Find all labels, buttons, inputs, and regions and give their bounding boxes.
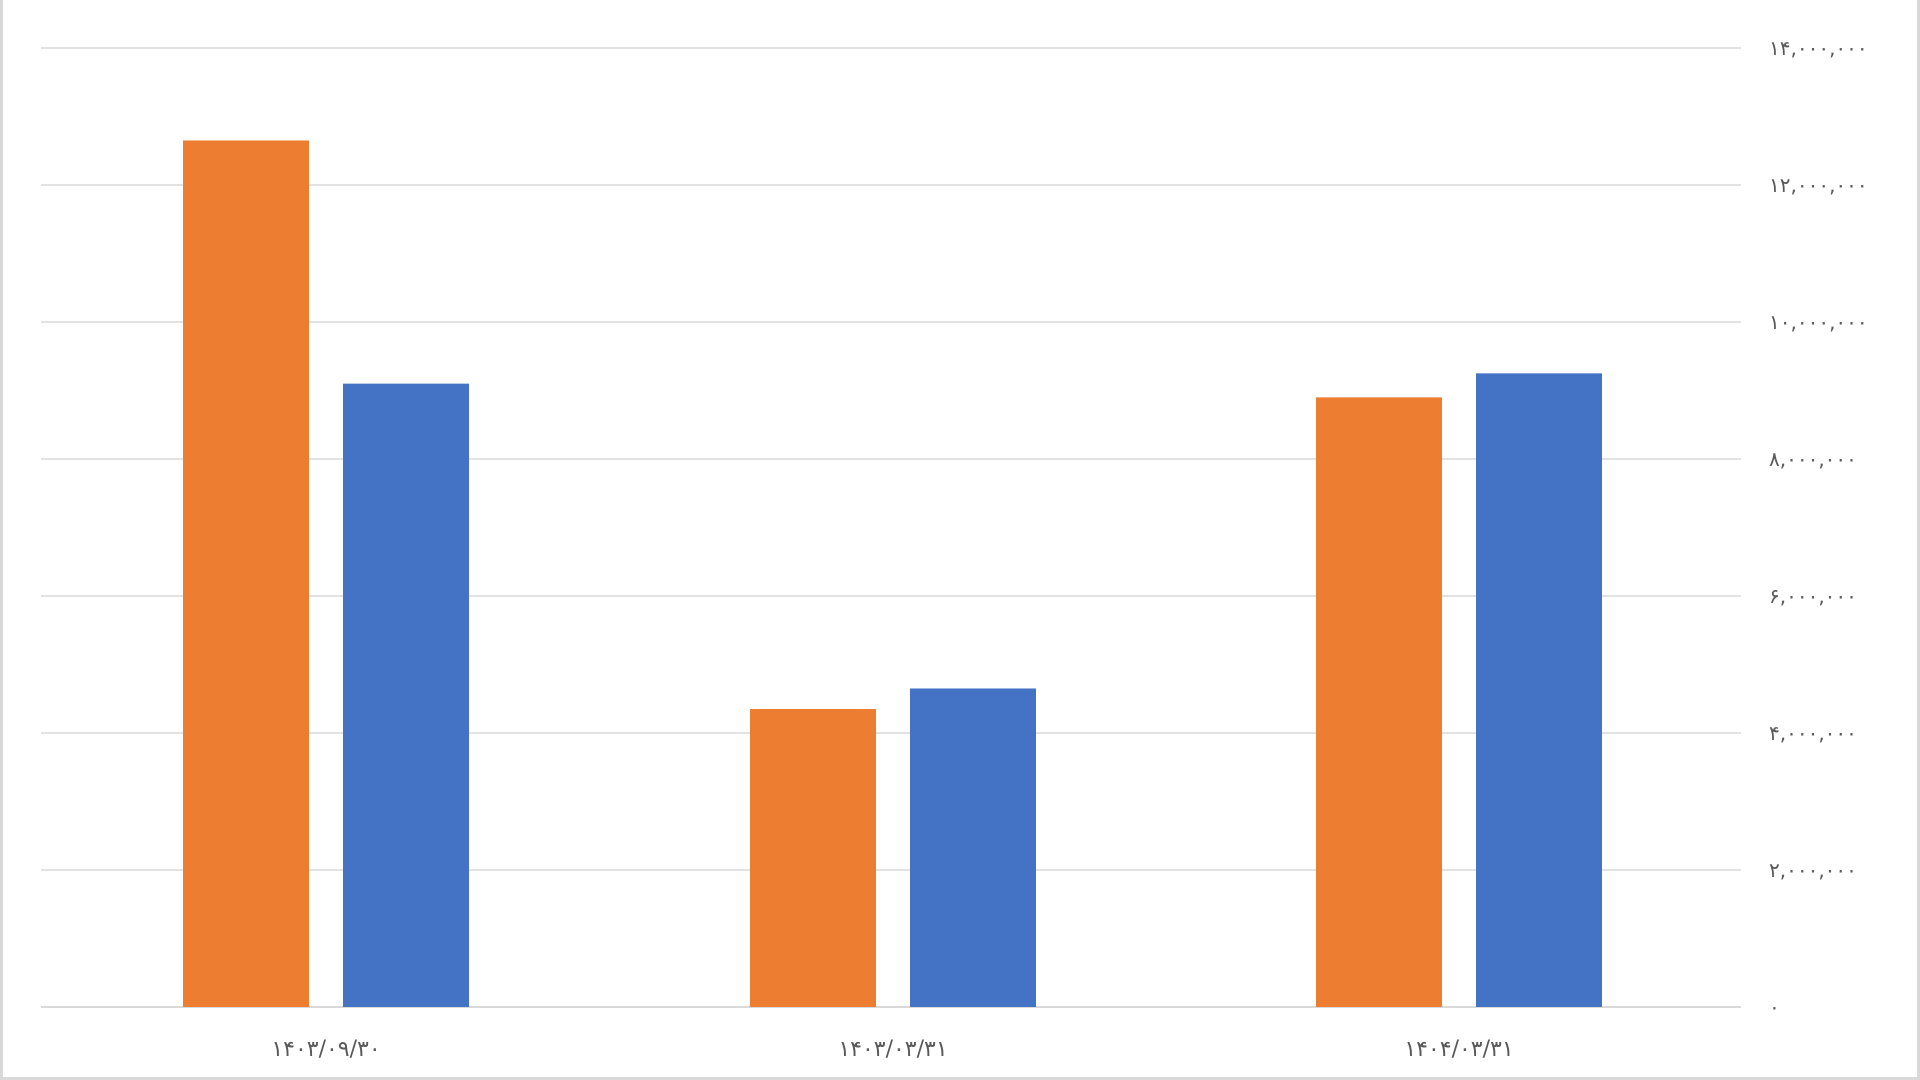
bar-series-2-category-1 <box>343 383 469 1007</box>
y-tick-label: ۰ <box>1769 995 1780 1019</box>
y-tick-label: ۸,۰۰۰,۰۰۰ <box>1769 447 1857 471</box>
bar-series-2-category-2 <box>910 688 1036 1007</box>
y-tick-label: ۱۴,۰۰۰,۰۰۰ <box>1769 36 1868 60</box>
y-tick-label: ۱۰,۰۰۰,۰۰۰ <box>1769 310 1868 334</box>
y-tick-label: ۱۲,۰۰۰,۰۰۰ <box>1769 173 1868 197</box>
x-axis-category-labels: ۱۴۰۳/۰۹/۳۰ ۱۴۰۳/۰۳/۳۱ ۱۴۰۴/۰۳/۳۱ <box>271 1037 1513 1062</box>
bar-series-1-category-3 <box>1316 397 1442 1008</box>
y-tick-label: ۴,۰۰۰,۰۰۰ <box>1769 721 1857 745</box>
bars <box>183 140 1602 1008</box>
x-category-label: ۱۴۰۴/۰۳/۳۱ <box>1404 1037 1513 1062</box>
x-category-label: ۱۴۰۳/۰۹/۳۰ <box>271 1037 380 1062</box>
gridlines <box>41 47 1741 1008</box>
bar-series-1-category-1 <box>183 140 309 1008</box>
bar-chart: ۰ ۲,۰۰۰,۰۰۰ ۴,۰۰۰,۰۰۰ ۶,۰۰۰,۰۰۰ ۸,۰۰۰,۰۰۰ ۱۰,… <box>41 36 1868 1062</box>
bar-series-1-category-2 <box>750 709 876 1007</box>
y-tick-label: ۲,۰۰۰,۰۰۰ <box>1769 858 1857 882</box>
y-axis-tick-labels: ۰ ۲,۰۰۰,۰۰۰ ۴,۰۰۰,۰۰۰ ۶,۰۰۰,۰۰۰ ۸,۰۰۰,۰۰۰ ۱۰,… <box>1769 36 1868 1019</box>
bar-series-2-category-3 <box>1476 373 1602 1007</box>
x-category-label: ۱۴۰۳/۰۳/۳۱ <box>838 1037 947 1062</box>
y-tick-label: ۶,۰۰۰,۰۰۰ <box>1769 584 1857 608</box>
